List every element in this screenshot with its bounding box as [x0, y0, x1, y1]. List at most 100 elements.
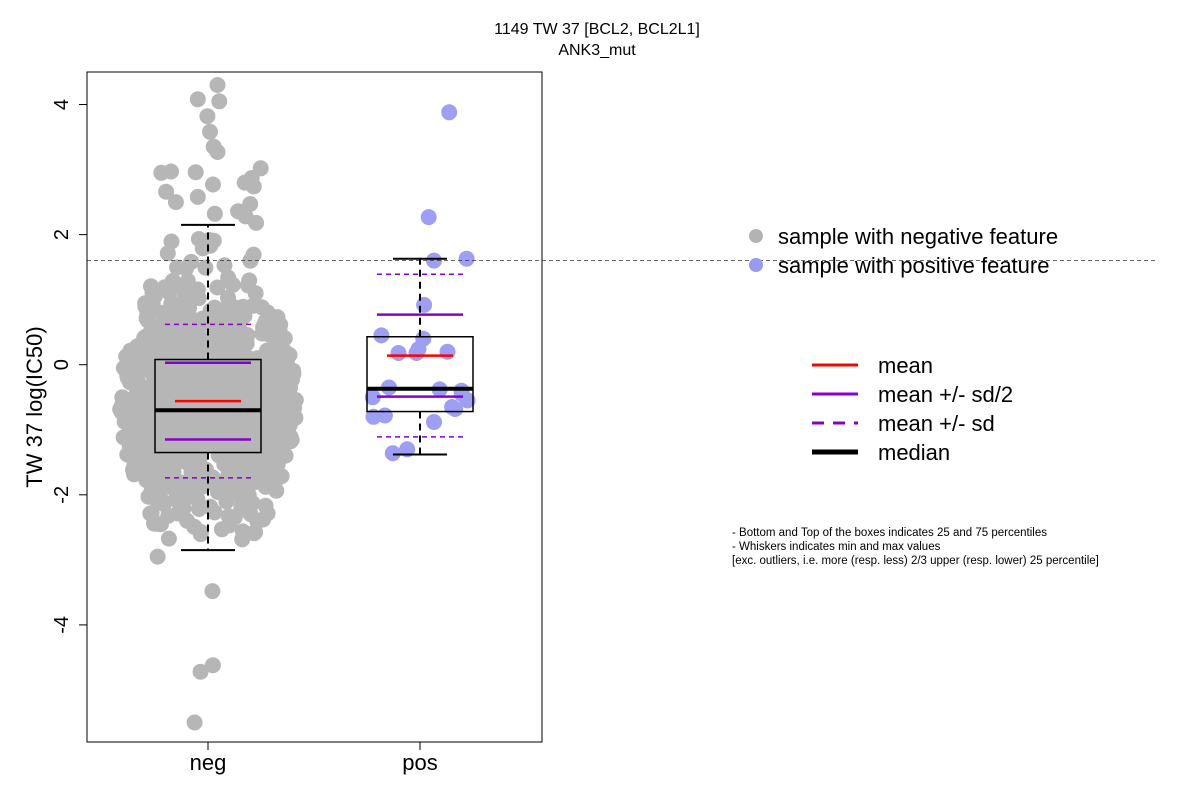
data-point [129, 398, 145, 415]
data-point [156, 426, 173, 442]
data-point [189, 91, 206, 108]
data-point [166, 445, 182, 462]
data-point [228, 411, 244, 428]
data-point [202, 123, 218, 140]
data-point [230, 302, 247, 318]
y-tick-label: 4 [51, 99, 73, 110]
data-point [270, 469, 287, 486]
plot-layer [87, 77, 1155, 731]
note-line: [exc. outliers, i.e. more (resp. less) 2… [732, 555, 1099, 567]
data-point [194, 478, 211, 495]
data-point [175, 279, 192, 296]
data-point [127, 422, 144, 439]
data-point [133, 449, 150, 466]
data-point [190, 375, 207, 392]
legend-point-label: sample with negative feature [778, 224, 1058, 249]
data-point [211, 93, 228, 110]
data-point [444, 399, 461, 415]
data-point [187, 164, 204, 181]
neg-boxplot [154, 223, 262, 552]
data-point [160, 530, 177, 547]
data-point [206, 504, 223, 521]
data-point [242, 196, 259, 212]
data-point [253, 299, 270, 316]
data-point [169, 492, 186, 509]
y-tick-label: 0 [51, 359, 73, 370]
data-point [172, 331, 189, 348]
x-tick-label: pos [402, 750, 437, 775]
data-point [144, 294, 161, 311]
data-point [197, 259, 214, 276]
data-point [161, 284, 178, 301]
chart-title: 1149 TW 37 [BCL2, BCL2L1] [494, 21, 700, 38]
data-point [264, 363, 281, 380]
data-point [186, 714, 203, 731]
data-point [259, 505, 276, 522]
data-point [183, 463, 200, 480]
data-point [205, 232, 222, 249]
data-point [169, 259, 186, 276]
data-point [162, 376, 179, 393]
legend-line-label: mean +/- sd/2 [878, 382, 1013, 407]
data-point [119, 446, 136, 463]
data-point [225, 337, 242, 354]
legend-line-label: mean +/- sd [878, 411, 995, 436]
data-point [209, 279, 226, 296]
data-point [147, 334, 164, 351]
data-point [216, 257, 233, 274]
data-point [177, 311, 194, 328]
note-line: - Whiskers indicates min and max values [732, 541, 941, 553]
data-point [209, 144, 226, 160]
box-iqr [154, 358, 262, 454]
data-point [373, 327, 390, 344]
y-tick-label: -2 [51, 486, 73, 504]
legend-point-marker [749, 258, 763, 272]
legend-lines: mean mean +/- sd/2 mean +/- sd median [812, 353, 1013, 465]
data-point [196, 314, 213, 331]
y-axis-label: TW 37 log(IC50) [22, 326, 47, 487]
data-point [220, 269, 237, 286]
data-point [129, 338, 146, 355]
data-point [167, 194, 184, 211]
data-point [257, 375, 274, 392]
data-point [173, 420, 190, 437]
data-point [285, 365, 302, 382]
data-point [441, 104, 458, 121]
y-axis: 4 2 0 -2 -4 neg pos [51, 99, 438, 775]
data-point [189, 491, 206, 508]
y-tick-label: 2 [51, 229, 73, 240]
chart-subtitle: ANK3_mut [558, 42, 636, 59]
data-point [149, 548, 166, 565]
data-point [189, 188, 206, 205]
data-point [205, 176, 221, 193]
pos-boxplot [366, 257, 474, 456]
data-point [416, 296, 433, 313]
x-tick-label: neg [190, 750, 227, 775]
data-point [225, 463, 242, 480]
data-point [458, 250, 475, 267]
data-point [262, 437, 279, 454]
data-point [248, 214, 265, 231]
data-point [208, 326, 225, 343]
data-point [211, 304, 228, 320]
data-point [390, 345, 407, 361]
legend-point-marker [749, 229, 763, 243]
note-line: - Bottom and Top of the boxes indicates … [732, 527, 1047, 539]
data-point [439, 343, 456, 360]
data-point [163, 163, 179, 180]
data-point [192, 663, 209, 680]
data-point [206, 205, 223, 222]
data-point [155, 493, 172, 510]
neg-points [112, 77, 304, 731]
data-point [179, 512, 196, 529]
data-point [174, 479, 191, 496]
legend-line-label: median [878, 440, 950, 465]
data-point [245, 246, 262, 263]
y-tick-label: -4 [51, 616, 73, 634]
data-point [270, 413, 287, 430]
legend-points: sample with negative feature sample with … [749, 224, 1058, 278]
data-point [212, 348, 229, 365]
data-point [210, 447, 227, 464]
data-point [160, 507, 177, 524]
